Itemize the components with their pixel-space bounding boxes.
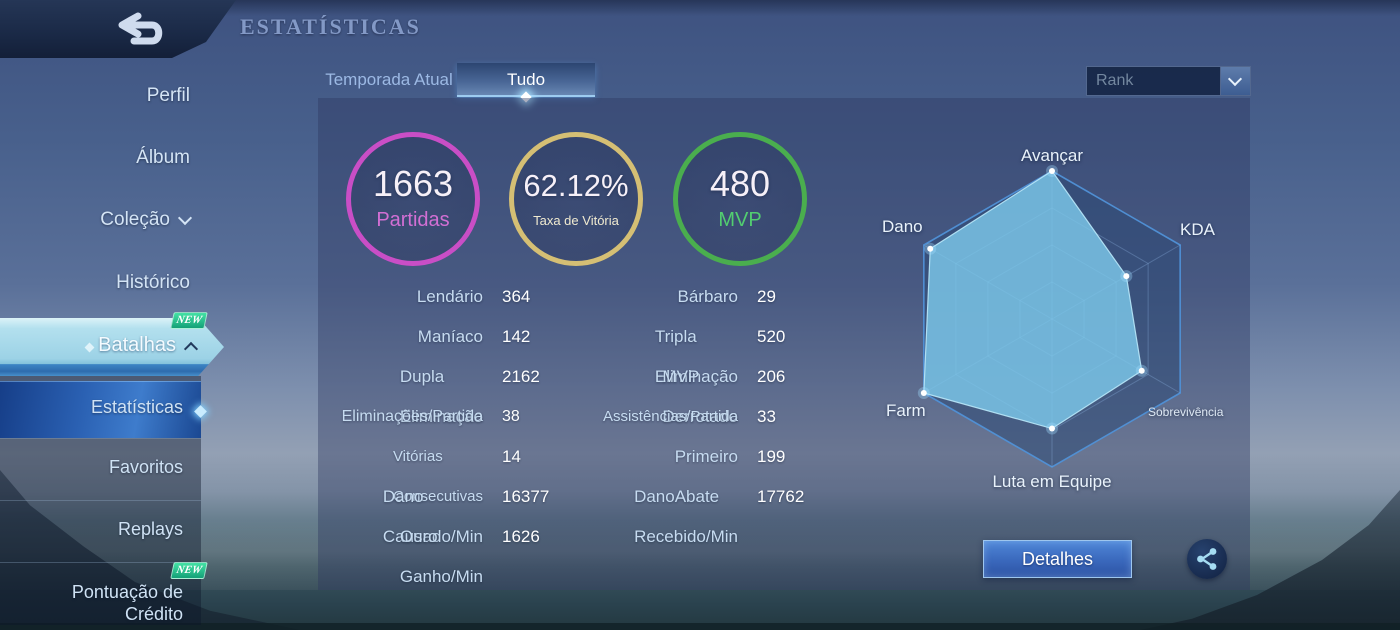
submenu-item-estatisticas[interactable]: Estatísticas: [0, 381, 207, 438]
sidebar-item-colecao[interactable]: Coleção: [0, 209, 193, 231]
label-line: Crédito: [124, 604, 183, 624]
stat-value: 29: [757, 287, 776, 306]
page-title: ESTATÍSTICAS: [240, 14, 421, 39]
rank-dropdown[interactable]: Rank: [1086, 66, 1251, 96]
stat-label: Bárbaro: [677, 287, 738, 306]
details-button[interactable]: Detalhes: [983, 540, 1132, 578]
radar-axis-label-dano: Dano: [882, 217, 923, 236]
winrate-value: 62.12%: [523, 168, 629, 203]
stat-label: Assistências/Partida: [602, 408, 738, 425]
stat-label: Vitórias Consecutivas: [392, 448, 483, 505]
winrate-circle: 62.12% Taxa de Vitória: [509, 132, 643, 266]
tab-tudo[interactable]: Tudo: [457, 63, 595, 103]
radar-chart-svg: [917, 165, 1181, 468]
sidebar-item-historico[interactable]: Histórico: [0, 272, 190, 294]
stat-label: MVP Derrotado: [662, 367, 739, 426]
stat-value: 33: [757, 407, 776, 426]
mvp-label: MVP: [718, 209, 762, 231]
radar-axis-label-farm: Farm: [886, 401, 926, 420]
stat-value: 1626: [502, 527, 540, 546]
stat-label: Lendário: [416, 287, 483, 306]
mvp-value: 480: [709, 163, 771, 204]
sidebar-item-perfil[interactable]: Perfil: [0, 85, 190, 107]
divider: [0, 438, 201, 439]
background-top-shade: [0, 0, 1400, 16]
stat-value: 2162: [502, 367, 540, 386]
stat-value: 16377: [502, 487, 550, 506]
mvp-circle: 480 MVP: [673, 132, 807, 266]
stat-label: Maníaco: [417, 327, 483, 346]
submenu-item-label: Pontuação de Crédito: [72, 581, 183, 625]
submenu-item-label: Estatísticas: [90, 397, 183, 417]
submenu-item-favoritos[interactable]: Favoritos: [0, 438, 201, 500]
radar-axis-label-sobrevivencia: Sobrevivência: [1148, 405, 1224, 419]
matches-label: Partidas: [376, 209, 450, 231]
stat-label: Dano Recebido/Min: [634, 487, 739, 546]
stat-value: 199: [757, 447, 786, 466]
winrate-label: Taxa de Vitória: [533, 213, 619, 228]
tab-temporada-atual[interactable]: Temporada Atual: [325, 70, 453, 89]
stat-value: 142: [502, 327, 531, 346]
matches-circle: 1663 Partidas: [346, 132, 480, 266]
new-badge: NEW: [170, 312, 208, 329]
radar-axis-label-avancar: Avançar: [1020, 146, 1084, 165]
back-button[interactable]: [108, 10, 174, 48]
stat-value: 520: [757, 327, 786, 346]
sidebar-item-label: Perfil: [146, 85, 190, 106]
radar-axis-label-luta-em-equipe: Luta em Equipe: [992, 472, 1112, 491]
decorative-diamond: [84, 342, 95, 353]
label-line: Pontuação de: [71, 582, 183, 602]
sidebar-item-label: Batalhas: [98, 334, 176, 356]
stat-value: 17762: [757, 487, 805, 506]
divider: [0, 500, 201, 501]
divider: [0, 562, 201, 563]
sidebar-item-label: Álbum: [136, 147, 190, 168]
stat-value: 206: [757, 367, 786, 386]
radar-axis-label-kda: KDA: [1180, 220, 1215, 239]
chevron-up-icon: [183, 341, 199, 357]
stat-label: Eliminações/Partida: [341, 408, 483, 425]
stat-value: 38: [502, 408, 520, 425]
sidebar-item-album[interactable]: Álbum: [0, 147, 190, 169]
stat-label: Tripla Eliminação: [654, 327, 739, 386]
submenu-item-label: Favoritos: [108, 457, 183, 477]
submenu-item-label: Replays: [117, 519, 183, 539]
radar-chart: [892, 159, 1212, 479]
sidebar-item-label: Coleção: [100, 209, 170, 230]
stat-label: Primeiro Abate: [674, 447, 738, 506]
stat-label: Dupla Eliminação: [399, 367, 483, 426]
background-bottom-strip: [0, 623, 1400, 630]
stat-label: Dano Causado/Min: [382, 487, 484, 546]
chevron-down-icon: [177, 210, 193, 226]
submenu-item-replays[interactable]: Replays: [0, 500, 201, 562]
submenu-item-pontuacao-de-credito[interactable]: Pontuação de Crédito: [0, 562, 201, 625]
stat-value: 364: [502, 287, 531, 306]
share-button[interactable]: [1187, 539, 1227, 579]
stat-value: 14: [502, 447, 521, 466]
rank-dropdown-value: Rank: [1096, 72, 1134, 89]
matches-value: 1663: [372, 163, 454, 204]
new-badge: NEW: [170, 562, 208, 579]
chevron-down-icon: [1227, 71, 1243, 87]
background-clouds: [0, 520, 1400, 590]
dropdown-button[interactable]: [1220, 67, 1250, 95]
back-arrow-icon: [118, 12, 163, 45]
tab-label: Tudo: [506, 70, 546, 89]
stat-label: Ouro Ganho/Min: [399, 527, 484, 586]
selected-diamond-icon: [194, 405, 207, 418]
sidebar-item-label: Histórico: [116, 272, 190, 293]
share-icon: [1197, 548, 1217, 570]
